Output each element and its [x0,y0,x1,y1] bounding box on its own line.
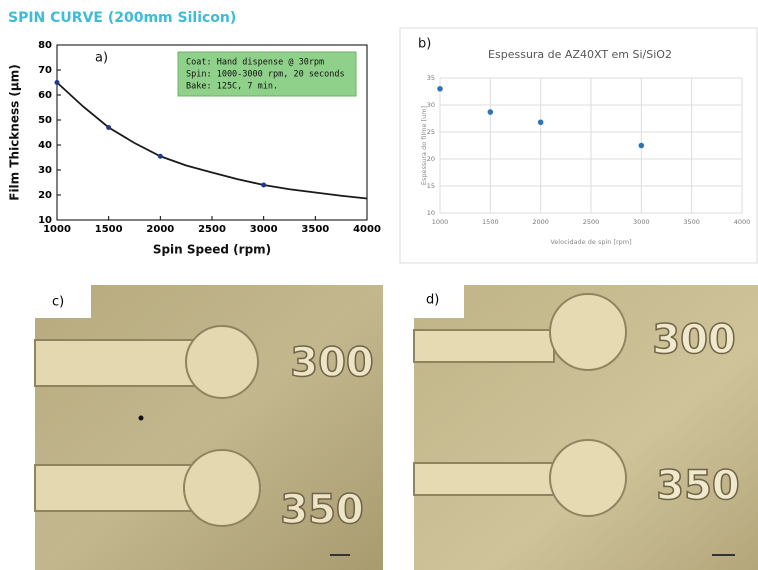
photo-c [34,285,383,570]
photo-text: 300 [290,340,374,386]
chart-title: Espessura de AZ40XT em Si/SiO2 [488,48,672,61]
panel-label: b) [418,37,431,52]
x-tick-label: 3000 [250,224,278,235]
y-tick-label: 20 [427,155,435,163]
y-tick-label: 25 [427,128,435,136]
photo-text: 300 [652,317,736,363]
data-point [157,153,163,159]
data-point [537,119,544,126]
data-point [54,80,60,85]
x-axis-label: Velocidade de spin [rpm] [550,238,631,246]
x-tick-label: 2500 [198,224,226,235]
x-tick-label: 1000 [43,224,71,235]
y-tick-label: 15 [427,182,435,190]
x-tick-label: 1500 [482,218,499,226]
annotation: Bake: 125C, 7 min. [186,82,278,92]
annotation-box [177,51,357,97]
y-tick-label: 70 [38,65,52,76]
y-tick-label: 40 [38,140,52,151]
y-tick-label: 35 [427,74,435,82]
y-tick-label: 30 [38,165,52,176]
panel-label: a) [95,51,108,66]
x-tick-label: 3500 [301,224,329,235]
data-point [638,142,645,149]
y-tick-label: 10 [427,209,435,217]
y-tick-label: 30 [427,101,435,109]
y-axis-label: Film Thickness (µm) [8,64,22,201]
x-tick-label: 1500 [95,224,123,235]
y-tick-label: 60 [38,90,52,101]
x-tick-label: 2000 [146,224,174,235]
y-tick-label: 80 [38,40,52,51]
y-tick-label: 20 [38,190,52,201]
data-point [437,86,443,92]
x-tick-label: 3500 [683,218,700,226]
x-tick-label: 2000 [532,218,549,226]
chart-frame [399,27,758,264]
annotation: Spin: 1000-3000 rpm, 20 seconds [186,70,345,80]
data-point [487,109,494,115]
panel-label: d) [426,293,439,308]
data-point [106,125,112,130]
label-bg [80,46,110,68]
x-tick-label: 3000 [633,218,650,226]
chart-title: SPIN CURVE (200mm Silicon) [8,10,236,26]
photo-text: 350 [656,463,740,509]
photo-text: 350 [280,487,364,533]
x-tick-label: 4000 [734,218,751,226]
y-tick-label: 10 [38,215,52,226]
x-tick-label: 1000 [432,218,449,226]
panel-label: c) [52,295,64,310]
y-tick-label: 50 [38,115,52,126]
annotation: Coat: Hand dispense @ 30rpm [186,58,324,68]
x-tick-label: 4000 [353,224,381,235]
x-axis-label: Spin Speed (rpm) [153,243,271,257]
photo-d [413,285,758,570]
y-axis-label: Espessura do filme [um] [420,106,428,185]
x-tick-label: 2500 [583,218,600,226]
data-point [261,182,267,188]
